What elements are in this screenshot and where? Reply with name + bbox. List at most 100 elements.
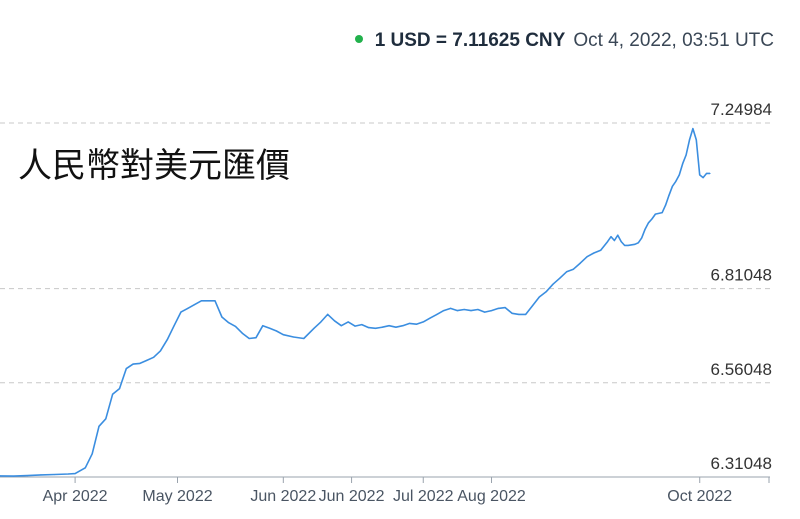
data-point xyxy=(545,291,547,293)
data-point xyxy=(586,256,588,258)
data-point xyxy=(497,307,499,309)
data-point xyxy=(702,176,704,179)
data-point xyxy=(456,310,458,312)
data-point xyxy=(368,326,370,329)
data-point xyxy=(518,313,520,315)
chart-title: 人民幣對美元匯價 xyxy=(18,147,290,185)
data-point xyxy=(511,312,513,314)
data-point xyxy=(525,313,527,315)
data-point xyxy=(84,467,86,469)
data-point xyxy=(661,212,663,214)
data-point xyxy=(634,243,636,245)
data-point xyxy=(98,425,100,427)
data-point xyxy=(600,249,602,251)
data-point xyxy=(449,307,452,309)
data-point xyxy=(180,311,182,313)
rate-header: 1 USD = 7.11625 CNY Oct 4, 2022, 03:51 UT… xyxy=(354,30,774,52)
data-point xyxy=(606,241,609,243)
data-point xyxy=(54,473,56,476)
data-point xyxy=(193,303,196,306)
data-point xyxy=(490,310,493,312)
data-point xyxy=(0,475,1,477)
data-point xyxy=(644,228,646,230)
data-point xyxy=(572,268,575,270)
data-point xyxy=(552,283,554,285)
y-tick-label: 6.81048 xyxy=(711,266,772,285)
data-point xyxy=(67,473,69,475)
data-point xyxy=(269,327,271,329)
data-point xyxy=(402,325,404,327)
data-point xyxy=(627,244,629,247)
data-point xyxy=(303,337,305,340)
data-point xyxy=(234,325,237,328)
data-point xyxy=(248,337,250,340)
data-point xyxy=(641,237,643,239)
data-point xyxy=(153,356,155,358)
data-point xyxy=(221,316,223,318)
data-point xyxy=(613,239,616,242)
data-point xyxy=(200,300,202,302)
data-point xyxy=(207,300,209,302)
data-point xyxy=(699,174,701,176)
data-point xyxy=(463,308,465,311)
data-point xyxy=(214,300,216,302)
data-point xyxy=(333,320,336,322)
data-point xyxy=(166,339,168,341)
data-point xyxy=(125,368,127,370)
data-point xyxy=(340,325,342,327)
x-tick-label: Apr 2022 xyxy=(43,488,108,505)
data-point xyxy=(610,236,612,238)
data-point xyxy=(395,326,397,328)
data-point xyxy=(692,127,694,130)
data-point xyxy=(173,325,175,327)
data-point xyxy=(422,321,424,323)
data-point xyxy=(654,213,656,215)
data-point xyxy=(668,194,670,196)
data-point xyxy=(282,334,284,336)
data-point xyxy=(409,322,411,325)
data-point xyxy=(647,222,650,224)
data-point xyxy=(132,363,134,365)
data-point xyxy=(620,241,622,243)
x-tick-label: Aug 2022 xyxy=(457,488,526,505)
data-point xyxy=(139,362,141,364)
data-point xyxy=(593,252,595,254)
data-point xyxy=(675,180,677,182)
data-point xyxy=(695,139,697,141)
data-point xyxy=(374,327,377,329)
data-point xyxy=(275,330,278,332)
x-tick-label: May 2022 xyxy=(142,488,212,505)
data-point xyxy=(470,310,472,312)
data-point xyxy=(381,326,383,328)
x-tick-label: Jun 2022 xyxy=(319,488,385,505)
data-point xyxy=(477,308,479,311)
x-tick-label: Jun 2022 xyxy=(250,488,316,505)
data-point xyxy=(26,474,28,477)
data-point xyxy=(709,172,711,175)
exchange-rate: 1 USD = 7.11625 CNY xyxy=(374,30,566,51)
data-point xyxy=(504,306,506,309)
data-point xyxy=(705,172,708,175)
x-tick-label: Jul 2022 xyxy=(393,488,454,505)
data-point xyxy=(688,139,691,141)
data-point xyxy=(91,453,93,455)
data-point xyxy=(436,313,438,315)
series-line xyxy=(0,127,710,477)
x-tick-label: Oct 2022 xyxy=(667,488,732,505)
y-tick-label: 7.24984 xyxy=(711,100,772,119)
data-point xyxy=(429,317,431,319)
data-point xyxy=(347,321,349,323)
status-dot-icon xyxy=(354,34,363,43)
data-point xyxy=(566,271,568,273)
data-point xyxy=(74,473,76,475)
data-point xyxy=(118,388,121,390)
data-point xyxy=(678,174,680,176)
data-point xyxy=(228,322,230,324)
data-point xyxy=(624,244,626,247)
data-point xyxy=(159,350,162,352)
data-point xyxy=(617,234,619,236)
data-point xyxy=(415,323,418,325)
data-point xyxy=(255,337,257,339)
data-point xyxy=(187,307,189,309)
data-point xyxy=(327,313,329,315)
